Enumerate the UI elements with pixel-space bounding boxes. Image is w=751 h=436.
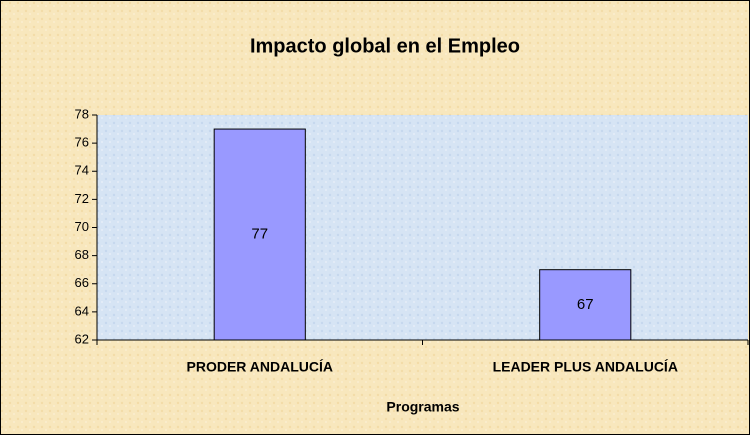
y-tick-label: 62 xyxy=(75,331,89,346)
y-tick-label: 74 xyxy=(75,163,89,178)
x-axis-title: Programas xyxy=(386,399,459,415)
chart-title: Impacto global en el Empleo xyxy=(250,35,520,57)
data-label: 67 xyxy=(577,296,594,313)
bar xyxy=(213,128,306,341)
y-tick-label: 72 xyxy=(75,191,89,206)
bar xyxy=(539,269,632,341)
x-tick-label: LEADER PLUS ANDALUCÍA xyxy=(493,359,678,375)
y-tick-label: 76 xyxy=(75,135,89,150)
plot-area xyxy=(97,115,748,340)
y-tick-label: 68 xyxy=(75,247,89,262)
y-tick-label: 78 xyxy=(75,106,89,121)
y-tick-label: 64 xyxy=(75,303,89,318)
y-tick-label: 66 xyxy=(75,275,89,290)
y-tick-label: 70 xyxy=(75,219,89,234)
data-label: 77 xyxy=(251,226,268,243)
x-tick-label: PRODER ANDALUCÍA xyxy=(187,359,333,375)
